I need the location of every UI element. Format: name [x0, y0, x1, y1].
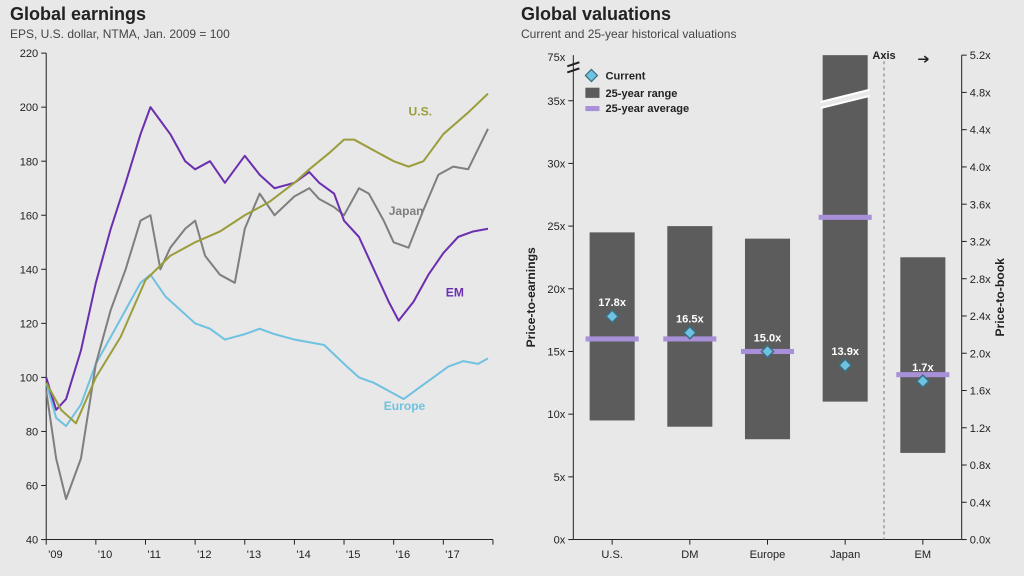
svg-text:DM: DM	[681, 549, 698, 561]
svg-text:'17: '17	[445, 549, 459, 561]
svg-text:'11: '11	[148, 549, 162, 561]
svg-text:'13: '13	[247, 549, 261, 561]
svg-text:4.4x: 4.4x	[970, 125, 991, 137]
svg-text:13.9x: 13.9x	[831, 346, 859, 358]
svg-text:Price-to-earnings: Price-to-earnings	[524, 247, 538, 348]
svg-text:1.7x: 1.7x	[912, 362, 934, 374]
svg-text:3.2x: 3.2x	[970, 236, 991, 248]
svg-text:3.6x: 3.6x	[970, 199, 991, 211]
svg-text:EM: EM	[915, 549, 932, 561]
svg-text:75x: 75x	[547, 52, 565, 64]
svg-text:Europe: Europe	[750, 549, 786, 561]
earnings-title: Global earnings	[10, 4, 503, 25]
svg-text:Europe: Europe	[384, 399, 426, 413]
svg-text:180: 180	[20, 156, 38, 168]
svg-text:0.4x: 0.4x	[970, 497, 991, 509]
svg-text:60: 60	[26, 481, 38, 493]
svg-text:160: 160	[20, 210, 38, 222]
svg-text:'14: '14	[296, 549, 310, 561]
svg-text:100: 100	[20, 372, 38, 384]
earnings-subtitle: EPS, U.S. dollar, NTMA, Jan. 2009 = 100	[10, 27, 503, 41]
svg-text:5x: 5x	[554, 472, 566, 484]
valuations-chart: 0x 5x 10x 15x 20x 25x 30x 35x 75x 0.0x 0.4x 0.8x 1.2…	[521, 47, 1014, 566]
valuations-panel: Global valuations Current and 25-year hi…	[521, 4, 1014, 566]
svg-text:200: 200	[20, 102, 38, 114]
svg-text:1.2x: 1.2x	[970, 423, 991, 435]
svg-text:220: 220	[20, 48, 38, 60]
svg-text:0x: 0x	[554, 535, 566, 547]
svg-text:U.S.: U.S.	[601, 549, 623, 561]
svg-text:4.0x: 4.0x	[970, 162, 991, 174]
earnings-panel: Global earnings EPS, U.S. dollar, NTMA, …	[10, 4, 503, 566]
svg-text:35x: 35x	[547, 96, 565, 108]
earnings-chart: 40 60 80 100 120 140 160 180 200 220 '09 '10 '11 '12 '…	[10, 47, 503, 566]
svg-text:U.S.: U.S.	[409, 104, 432, 118]
svg-text:'09: '09	[48, 549, 62, 561]
svg-text:17.8x: 17.8x	[598, 297, 626, 309]
svg-text:30x: 30x	[547, 158, 565, 170]
svg-text:1.6x: 1.6x	[970, 386, 991, 398]
svg-text:Japan: Japan	[389, 204, 424, 218]
svg-text:20x: 20x	[547, 284, 565, 296]
svg-text:0.8x: 0.8x	[970, 460, 991, 472]
svg-text:15x: 15x	[547, 346, 565, 358]
valuations-subtitle: Current and 25-year historical valuation…	[521, 27, 1014, 41]
svg-text:16.5x: 16.5x	[676, 313, 704, 325]
svg-text:140: 140	[20, 264, 38, 276]
svg-text:10x: 10x	[547, 409, 565, 421]
svg-text:Japan: Japan	[830, 549, 860, 561]
svg-text:2.0x: 2.0x	[970, 348, 991, 360]
svg-text:4.8x: 4.8x	[970, 87, 991, 99]
svg-text:2.4x: 2.4x	[970, 311, 991, 323]
valuations-title: Global valuations	[521, 4, 1014, 25]
svg-text:15.0x: 15.0x	[754, 332, 782, 344]
svg-text:'12: '12	[197, 549, 211, 561]
svg-text:Current: Current	[606, 71, 646, 83]
svg-text:5.2x: 5.2x	[970, 50, 991, 62]
svg-text:'16: '16	[396, 549, 410, 561]
svg-text:25-year average: 25-year average	[606, 103, 690, 115]
svg-text:Axis: Axis	[872, 50, 895, 62]
svg-text:2.8x: 2.8x	[970, 274, 991, 286]
svg-text:120: 120	[20, 318, 38, 330]
svg-text:25-year range: 25-year range	[606, 88, 678, 100]
svg-text:'15: '15	[346, 549, 360, 561]
svg-text:25x: 25x	[547, 221, 565, 233]
svg-text:EM: EM	[446, 285, 464, 299]
svg-text:80: 80	[26, 426, 38, 438]
svg-text:40: 40	[26, 535, 38, 547]
svg-text:'10: '10	[98, 549, 112, 561]
svg-text:Price-to-book: Price-to-book	[993, 258, 1007, 337]
svg-text:0.0x: 0.0x	[970, 535, 991, 547]
